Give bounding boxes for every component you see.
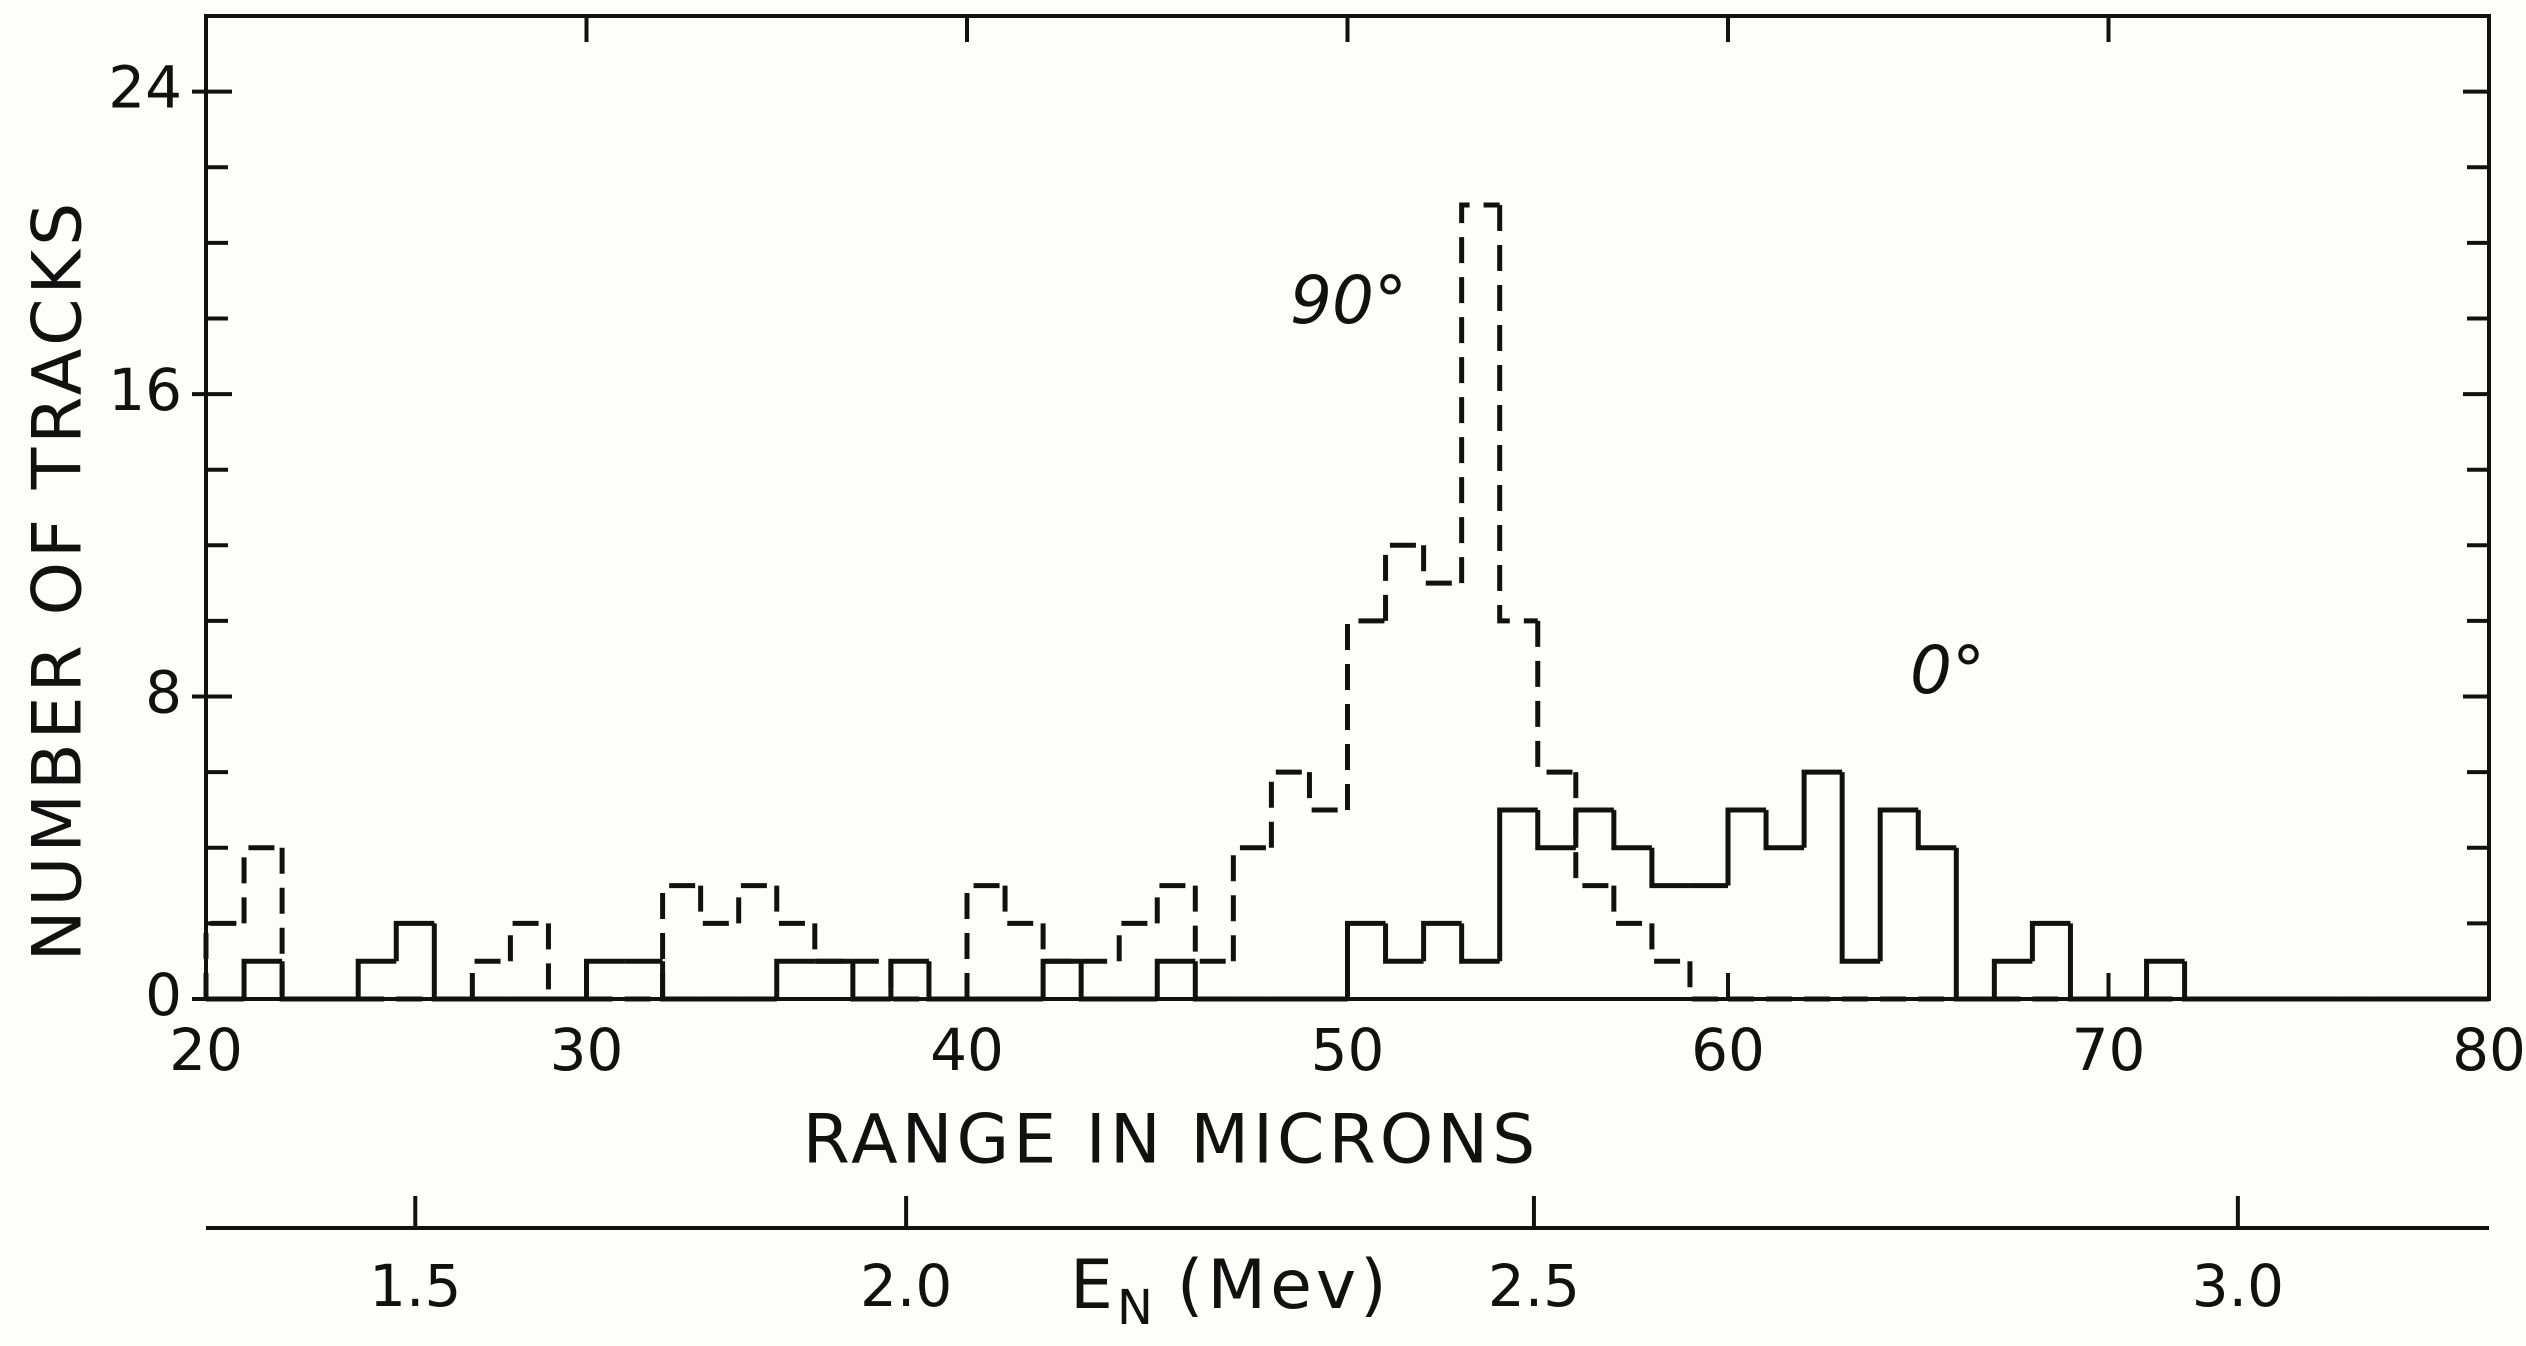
energy-tick-label: 2.0 bbox=[860, 1252, 952, 1320]
histogram-bin bbox=[1573, 807, 1614, 848]
histogram-bin bbox=[1154, 883, 1196, 924]
x-tick-label: 50 bbox=[1311, 1016, 1385, 1084]
histogram-bin bbox=[1535, 620, 1576, 775]
histogram-bin bbox=[1230, 845, 1272, 962]
histogram-bin bbox=[812, 923, 853, 964]
energy-axis-title: EN (Mev) bbox=[1070, 1246, 1391, 1336]
histogram-bin bbox=[279, 961, 321, 1002]
energy-tick-label: 2.5 bbox=[1488, 1252, 1580, 1320]
energy-title: E bbox=[1070, 1246, 1117, 1325]
histogram-bin bbox=[241, 958, 283, 999]
histogram-bin bbox=[1915, 809, 1957, 851]
histogram-bin bbox=[2144, 958, 2185, 999]
histogram-bin bbox=[1459, 923, 1500, 964]
histogram-bin bbox=[698, 885, 739, 926]
histogram-bin bbox=[736, 883, 777, 924]
histogram-bin bbox=[1687, 961, 1728, 1002]
histogram-bin bbox=[1611, 809, 1652, 851]
histogram-bin bbox=[1459, 202, 1500, 584]
histogram-bin bbox=[1345, 618, 1386, 810]
histogram-bin bbox=[1154, 958, 1196, 999]
histogram-bin bbox=[850, 961, 891, 1002]
histogram-bin bbox=[1421, 545, 1462, 586]
energy-title-sub: N bbox=[1117, 1280, 1157, 1336]
x-tick-label: 20 bbox=[169, 1016, 243, 1084]
energy-tick-label: 3.0 bbox=[2192, 1252, 2284, 1320]
y-axis-title: NUMBER OF TRACKS bbox=[19, 199, 98, 962]
plot-frame bbox=[204, 14, 2491, 1001]
histogram-bin bbox=[774, 958, 815, 999]
histogram-bin bbox=[584, 958, 625, 999]
histogram-bin bbox=[1192, 885, 1234, 964]
x-tick-label: 30 bbox=[550, 1016, 624, 1084]
energy-title-unit: (Mev) bbox=[1177, 1246, 1391, 1325]
histogram-bin bbox=[1725, 807, 1767, 886]
histogram-bin bbox=[1953, 847, 1995, 1002]
histogram-bin bbox=[1497, 807, 1538, 962]
x-tick-label: 40 bbox=[930, 1016, 1004, 1084]
y-tick-label: 24 bbox=[108, 54, 182, 122]
histogram-bin bbox=[431, 923, 473, 1002]
histogram-bin bbox=[774, 885, 815, 926]
histogram-bin bbox=[1345, 920, 1386, 999]
histogram-bin bbox=[1801, 769, 1843, 848]
histogram-bin bbox=[1991, 958, 2033, 999]
histogram-bin bbox=[926, 961, 967, 1002]
series-label: 90° bbox=[1290, 262, 1407, 339]
histogram-bin bbox=[1877, 807, 1919, 962]
x-tick-label: 60 bbox=[1691, 1016, 1765, 1084]
histogram-bin bbox=[1078, 961, 1120, 1002]
histogram-bin bbox=[1535, 809, 1576, 851]
histogram-bin bbox=[1268, 769, 1310, 848]
histogram-bin bbox=[1649, 923, 1690, 964]
x-tick-label: 70 bbox=[2072, 1016, 2146, 1084]
histogram-bin bbox=[1306, 772, 1348, 813]
y-tick-label: 0 bbox=[145, 961, 182, 1029]
histogram-bin bbox=[1649, 847, 1690, 889]
histogram-bin bbox=[2067, 923, 2109, 1002]
histogram-bin bbox=[2182, 961, 2223, 1002]
histogram-bin bbox=[2029, 920, 2071, 962]
series-label: 0° bbox=[1910, 632, 1985, 709]
histogram-bin bbox=[1421, 920, 1462, 962]
y-tick-label: 8 bbox=[145, 659, 182, 727]
histogram-bin bbox=[469, 958, 511, 999]
histogram-bin bbox=[888, 958, 929, 999]
histogram-bin bbox=[1611, 885, 1652, 926]
y-tick-label: 16 bbox=[108, 356, 182, 424]
histogram-bin bbox=[1763, 809, 1805, 851]
histogram-bin bbox=[507, 920, 549, 962]
histogram-bin bbox=[393, 920, 435, 962]
histogram-bin bbox=[964, 883, 1006, 999]
histogram-bin bbox=[1573, 772, 1614, 889]
histogram-bin bbox=[1839, 772, 1881, 964]
histogram-bin bbox=[545, 923, 587, 1002]
histogram-bin bbox=[355, 958, 397, 999]
histogram-bin bbox=[1040, 923, 1082, 964]
histogram-bin bbox=[1497, 205, 1538, 624]
histogram-bin bbox=[660, 961, 701, 1002]
histogram-bin bbox=[888, 961, 929, 1002]
histogram-bin bbox=[1116, 920, 1158, 962]
x-tick-label: 80 bbox=[2452, 1016, 2526, 1084]
histogram-bin bbox=[1383, 923, 1424, 964]
histogram-bin bbox=[203, 920, 245, 999]
energy-tick-label: 1.5 bbox=[369, 1252, 461, 1320]
histogram-bin bbox=[1002, 885, 1044, 926]
histogram-bin bbox=[1383, 542, 1424, 621]
histogram-bin bbox=[279, 847, 321, 1002]
histogram-bin bbox=[241, 845, 283, 924]
histogram-bin bbox=[660, 883, 701, 999]
x-axis-title: RANGE IN MICRONS bbox=[803, 1101, 1540, 1180]
histogram-bin bbox=[1192, 961, 1234, 1002]
histogram-bin bbox=[1040, 958, 1082, 999]
